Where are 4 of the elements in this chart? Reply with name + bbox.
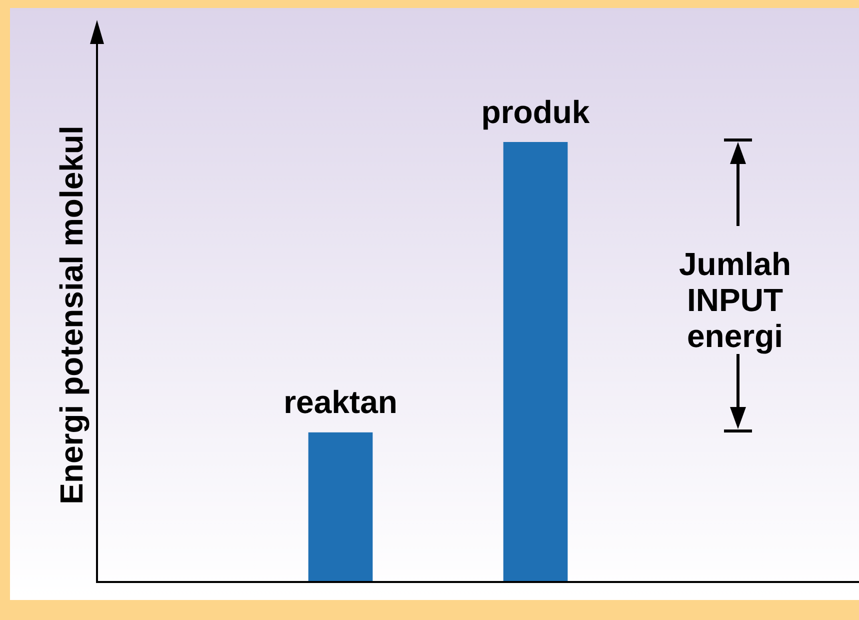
x-tick-label: produk <box>481 94 590 130</box>
y-axis-title: Energi potensial molekul <box>54 126 90 504</box>
text: Jumlah INPUT energi <box>678 246 792 354</box>
x-tick-label: reaktan <box>284 384 398 420</box>
